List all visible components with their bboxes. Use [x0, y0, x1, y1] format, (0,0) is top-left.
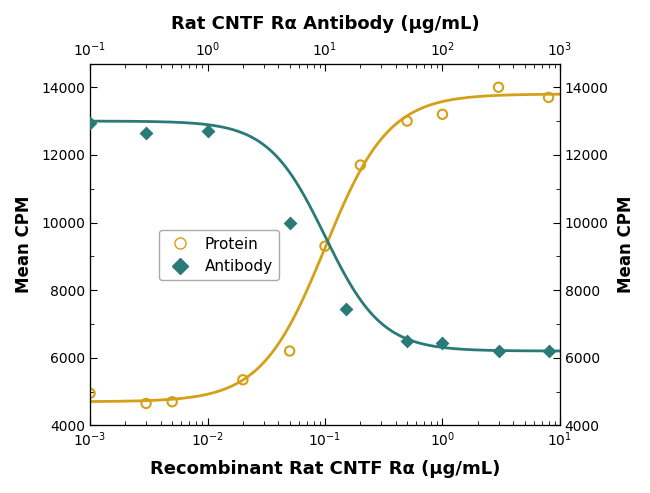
Antibody — [85, 119, 96, 127]
Legend: Protein, Antibody: Protein, Antibody — [159, 230, 279, 281]
Antibody — [141, 129, 151, 137]
Protein — [285, 347, 295, 355]
Protein — [493, 83, 504, 91]
Antibody — [493, 347, 504, 355]
Protein — [167, 398, 177, 406]
Protein — [437, 110, 448, 118]
Protein — [402, 117, 412, 125]
Protein — [320, 242, 330, 250]
X-axis label: Recombinant Rat CNTF Rα (μg/mL): Recombinant Rat CNTF Rα (μg/mL) — [150, 460, 500, 478]
Y-axis label: Mean CPM: Mean CPM — [617, 196, 635, 293]
Antibody — [285, 218, 295, 226]
Protein — [85, 389, 96, 397]
X-axis label: Rat CNTF Rα Antibody (μg/mL): Rat CNTF Rα Antibody (μg/mL) — [171, 15, 479, 33]
Protein — [543, 94, 554, 102]
Antibody — [402, 337, 412, 345]
Protein — [141, 399, 151, 407]
Y-axis label: Mean CPM: Mean CPM — [15, 196, 33, 293]
Antibody — [437, 339, 448, 347]
Antibody — [543, 347, 554, 355]
Protein — [238, 376, 248, 384]
Antibody — [202, 127, 213, 135]
Antibody — [341, 305, 351, 313]
Protein — [355, 161, 365, 169]
